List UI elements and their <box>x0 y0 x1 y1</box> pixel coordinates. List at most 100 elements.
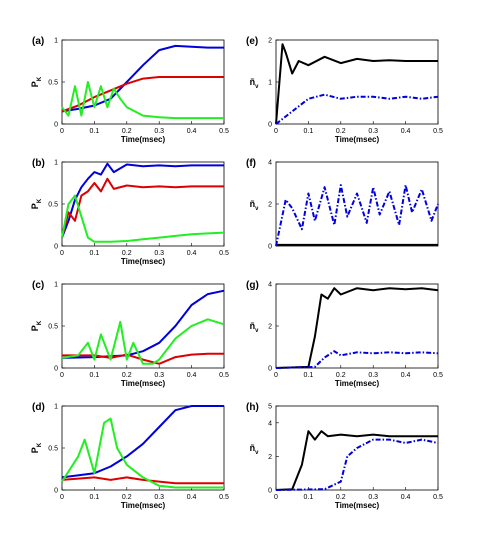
x-tick-label: 0.2 <box>122 128 132 135</box>
x-axis-label: Time(msec) <box>335 379 380 388</box>
chart-panel: (e) 0 0.1 0.2 0.3 0.4 0.5 0 1 2 Time(msec) ñν <box>246 36 443 144</box>
panel-label: (b) <box>32 158 45 169</box>
y-tick-label: 0.5 <box>48 80 58 87</box>
x-tick-label: 0.4 <box>401 372 411 379</box>
y-axis-label: ñν <box>250 199 260 212</box>
x-axis-label: Time(msec) <box>121 135 166 144</box>
y-tick-label: 0 <box>54 244 58 251</box>
x-tick-label: 0.2 <box>336 372 346 379</box>
x-tick-label: 0.5 <box>219 128 229 135</box>
chart-panel: (a) 0 0.1 0.2 0.3 0.4 0.5 0 0.5 1 Time(msec) PK <box>30 36 229 144</box>
y-tick-label: 0 <box>268 122 272 129</box>
series-line-green <box>61 194 225 243</box>
x-tick-label: 0.5 <box>219 494 229 501</box>
series-line-blue <box>61 405 224 479</box>
y-tick-label: 2 <box>268 202 272 209</box>
series-line-green <box>61 318 225 365</box>
chart-panel: (g) 0 0.1 0.2 0.3 0.4 0.5 0 2 4 Time(msec) ñν <box>246 280 443 388</box>
panel-label: (f) <box>246 158 256 169</box>
y-tick-label: 1 <box>54 282 58 289</box>
x-tick-label: 0.1 <box>90 372 100 379</box>
series-line-black <box>275 43 438 125</box>
x-tick-label: 0.3 <box>368 372 378 379</box>
plot-frame <box>275 405 439 491</box>
series-line-red <box>61 76 224 113</box>
series-line-blue <box>61 44 224 113</box>
x-tick-label: 0.2 <box>122 250 132 257</box>
y-tick-label: 0 <box>54 366 58 373</box>
plot-frame <box>275 161 439 247</box>
x-tick-label: 0.2 <box>336 494 346 501</box>
x-axis-label: Time(msec) <box>335 135 380 144</box>
panel-label: (h) <box>246 402 259 413</box>
x-tick-label: 0.4 <box>401 494 411 501</box>
y-tick-label: 0 <box>54 122 58 129</box>
x-tick-label: 0.3 <box>154 128 164 135</box>
x-tick-label: 0.2 <box>122 494 132 501</box>
x-tick-label: 0.5 <box>219 250 229 257</box>
y-tick-label: 0.5 <box>48 324 58 331</box>
y-tick-label: 5 <box>268 404 272 411</box>
x-axis-label: Time(msec) <box>335 501 380 510</box>
x-tick-label: 0.2 <box>336 128 346 135</box>
y-tick-label: 0.5 <box>48 446 58 453</box>
y-axis-label: ñν <box>250 77 260 90</box>
series-line-red <box>61 177 224 238</box>
x-tick-label: 0 <box>60 250 64 257</box>
plot-frame <box>61 39 225 125</box>
chart-panel: (d) 0 0.1 0.2 0.3 0.4 0.5 0 0.5 1 Time(msec) PK <box>30 402 229 510</box>
y-tick-label: 1 <box>54 38 58 45</box>
x-tick-label: 0.1 <box>304 372 314 379</box>
x-tick-label: 0.3 <box>154 372 164 379</box>
x-tick-label: 0.5 <box>433 128 443 135</box>
y-tick-label: 2 <box>268 38 272 45</box>
y-tick-label: 1 <box>54 160 58 167</box>
x-tick-label: 0.3 <box>154 494 164 501</box>
x-tick-label: 0.1 <box>90 494 100 501</box>
y-tick-label: 1 <box>268 80 272 87</box>
x-tick-label: 0.4 <box>187 372 197 379</box>
panel-label: (c) <box>32 280 44 291</box>
y-axis-label: PK <box>30 198 43 209</box>
x-tick-label: 0.4 <box>187 494 197 501</box>
series-line-red <box>62 352 224 365</box>
x-tick-label: 0 <box>60 372 64 379</box>
x-tick-label: 0.3 <box>368 128 378 135</box>
x-tick-label: 0.4 <box>187 128 197 135</box>
y-tick-label: 0 <box>268 244 272 251</box>
x-tick-label: 0.3 <box>154 250 164 257</box>
panel-label: (e) <box>246 36 258 47</box>
series-line-black <box>275 287 439 369</box>
y-axis-label: ñν <box>250 443 260 456</box>
x-tick-label: 0.4 <box>187 250 197 257</box>
x-axis-label: Time(msec) <box>121 379 166 388</box>
y-tick-label: 4 <box>268 282 272 289</box>
y-axis-label: PK <box>30 76 43 87</box>
y-tick-label: 0 <box>54 488 58 495</box>
y-tick-label: 2 <box>268 324 272 331</box>
series-line-blue <box>61 289 225 359</box>
y-tick-label: 0 <box>268 366 272 373</box>
chart-panel: (c) 0 0.1 0.2 0.3 0.4 0.5 0 0.5 1 Time(msec) PK <box>30 280 229 388</box>
x-tick-label: 0 <box>274 494 278 501</box>
y-axis-label: ñν <box>250 321 260 334</box>
series-line-blue <box>275 93 439 125</box>
y-tick-label: 4 <box>268 160 272 167</box>
series-line-black <box>275 430 438 491</box>
x-tick-label: 0 <box>60 128 64 135</box>
chart-panel: (b) 0 0.1 0.2 0.3 0.4 0.5 0 0.5 1 Time(msec) PK <box>30 158 229 266</box>
x-axis-label: Time(msec) <box>121 501 166 510</box>
x-axis-label: Time(msec) <box>121 257 166 266</box>
x-tick-label: 0.1 <box>304 494 314 501</box>
panel-label: (d) <box>32 402 45 413</box>
y-tick-label: 4 <box>268 420 272 427</box>
y-tick-label: 1 <box>54 404 58 411</box>
plot-frame <box>275 283 439 369</box>
x-tick-label: 0 <box>60 494 64 501</box>
y-axis-label: PK <box>30 320 43 331</box>
x-tick-label: 0.5 <box>433 494 443 501</box>
chart-panel: (f) 0 2 4 ñν <box>246 158 439 251</box>
x-tick-label: 0.5 <box>433 372 443 379</box>
y-tick-label: 2 <box>268 454 272 461</box>
series-line-blue <box>275 438 439 491</box>
